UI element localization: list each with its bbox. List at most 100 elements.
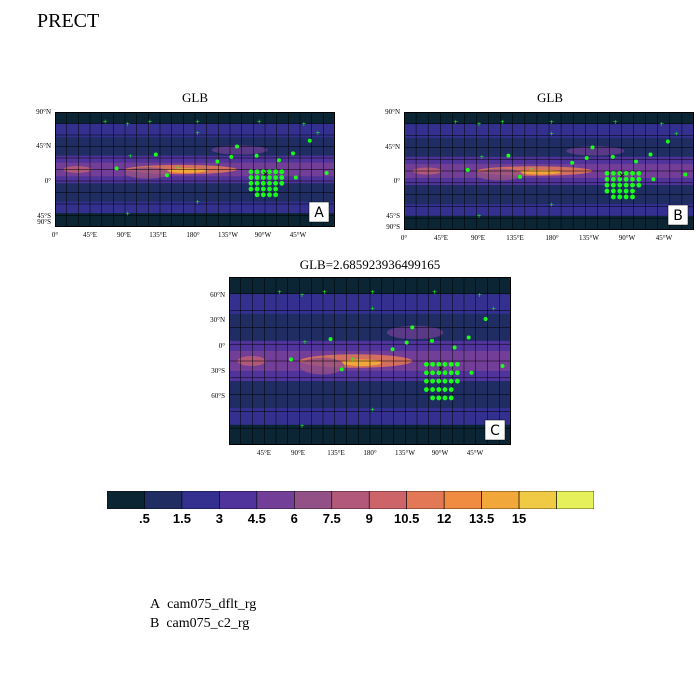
significance-marker [260,175,266,180]
significance-marker [248,186,254,192]
min-marker: × [438,364,445,373]
significance-cross: + [302,339,307,346]
y-tick-label: 30°N [210,316,225,324]
significance-marker [570,160,575,165]
significance-marker [442,395,448,401]
panel-a-title: GLB [182,90,208,105]
significance-cross: + [549,201,554,208]
significance-marker [665,139,670,144]
significance-marker [430,370,436,376]
x-tick-label: 135°W [218,231,238,239]
significance-cross: + [549,131,554,138]
panel-b-title: GLB [537,90,563,105]
significance-marker [254,192,260,198]
significance-marker [273,169,279,175]
significance-marker [610,154,615,159]
significance-marker [277,158,281,163]
significance-marker [436,387,442,392]
significance-marker [483,317,488,321]
panel-badge [667,204,689,226]
y-tick-label: 90°N [385,108,400,116]
significance-cross: + [613,119,618,126]
colorbar-box [107,491,145,509]
significance-marker [455,361,460,367]
x-tick-label: 0° [400,234,408,242]
significance-marker [424,361,429,367]
colorbar-label: 13.5 [468,511,495,526]
panel-badge [484,419,506,441]
case-line-a: A cam075_dflt_rg [150,597,256,613]
y-tick-label: 60°N [210,291,225,299]
significance-marker [436,395,442,401]
significance-marker [448,361,454,367]
itcz-max [520,169,561,175]
x-tick-label: 0° [51,231,59,239]
colorbar-box [368,491,407,509]
significance-marker [651,177,656,182]
y-tick-label: 60°S [211,392,225,400]
significance-cross: + [432,289,437,296]
min-marker: × [262,169,269,178]
significance-marker [279,180,285,186]
significance-cross: + [659,121,664,128]
significance-cross: + [195,199,200,206]
significance-cross: + [277,289,282,296]
significance-marker [235,144,239,149]
significance-marker [390,347,395,352]
significance-marker [604,182,610,188]
significance-marker [648,152,653,157]
significance-marker [436,361,442,367]
significance-marker [254,186,260,192]
significance-marker [630,188,635,194]
significance-marker [260,180,266,186]
significance-cross: + [125,121,130,128]
significance-marker [448,387,454,392]
significance-marker [617,182,623,188]
colorbar-box [443,491,482,509]
significance-cross: + [477,121,482,128]
case-b-letter: B [150,616,160,631]
significance-marker [430,338,435,343]
significance-cross: + [453,119,458,126]
x-tick-label: 135°W [579,234,599,242]
colorbar-label: 7.5 [322,511,341,526]
significance-marker [617,188,623,194]
case-legend: A cam075_dflt_rg B cam075_c2_rg [150,597,256,632]
significance-marker [590,145,595,150]
significance-cross: + [195,119,200,126]
significance-marker [254,153,259,158]
storm-track-n [386,325,444,340]
significance-cross: + [549,119,554,126]
significance-cross: + [674,131,679,138]
significance-marker [248,175,254,180]
significance-marker [610,182,616,188]
significance-marker [623,176,629,182]
significance-marker [404,340,409,345]
significance-marker [442,361,448,367]
y-tick-label: 0° [218,342,225,350]
significance-marker [584,156,589,161]
significance-cross: + [491,306,496,313]
significance-cross: + [175,165,180,172]
significance-marker [436,378,442,384]
significance-marker [254,175,260,180]
y-tick-label: 45°S [386,212,400,220]
x-tick-label: 135°W [395,449,415,457]
colorbar-box [518,491,557,509]
main-title: PRECT [37,10,100,32]
x-tick-label: 90°W [618,234,636,242]
significance-cross: + [103,119,108,126]
y-tick-label: 0° [44,177,51,185]
y-tick-label: 90°S [386,223,400,231]
significance-marker [267,180,272,186]
significance-cross: + [477,292,482,299]
significance-marker [430,378,436,384]
significance-marker [617,194,623,200]
y-tick-label: 30°S [211,367,225,375]
significance-cross: + [370,289,375,296]
panel-c-map: + + + + + + + + + + + + × C [229,277,511,445]
significance-marker [448,378,454,384]
x-tick-label: 45°W [466,449,484,457]
panel-b-map: + + + + + + + + + + + + × B [404,112,694,230]
significance-marker [248,169,254,175]
